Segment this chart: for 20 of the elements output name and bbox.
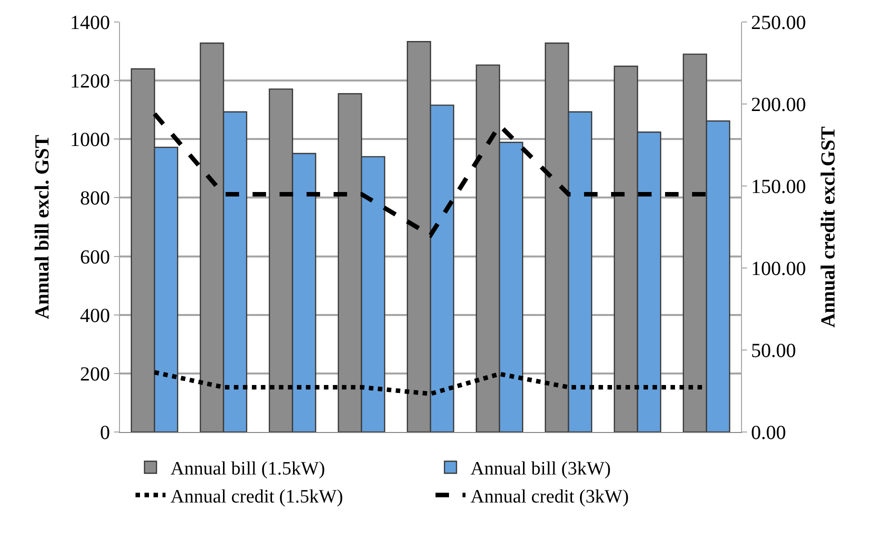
y-tick-label: 400 <box>80 304 110 327</box>
y-tick-label: 1200 <box>70 70 110 93</box>
y-tick-label: 200 <box>80 363 110 386</box>
y-tick-label: 0 <box>100 422 110 444</box>
y-tick-label: 1400 <box>70 12 110 34</box>
y-tick-label: 1000 <box>70 129 110 152</box>
y2-tick-label: 200.00 <box>751 94 806 116</box>
y2-tick-label: 0.00 <box>751 422 786 444</box>
y2-tick-label: 250.00 <box>751 12 806 34</box>
y2-tick-label: 100.00 <box>751 258 806 280</box>
legend-label: Annual credit (1.5kW) <box>170 486 344 508</box>
y-axis-title: Annual bill excl. GST <box>32 134 54 320</box>
legend-label: Annual credit (3kW) <box>470 486 629 508</box>
y-tick-label: 600 <box>80 246 110 268</box>
y2-tick-label: 150.00 <box>751 176 806 198</box>
y2-axis-title: Annual credit excl.GST <box>818 126 840 328</box>
legend-label: Annual bill (3kW) <box>470 458 611 480</box>
legend-label: Annual bill (1.5kW) <box>170 458 326 480</box>
y2-tick-label: 50.00 <box>751 340 796 362</box>
y-tick-label: 800 <box>80 188 110 210</box>
